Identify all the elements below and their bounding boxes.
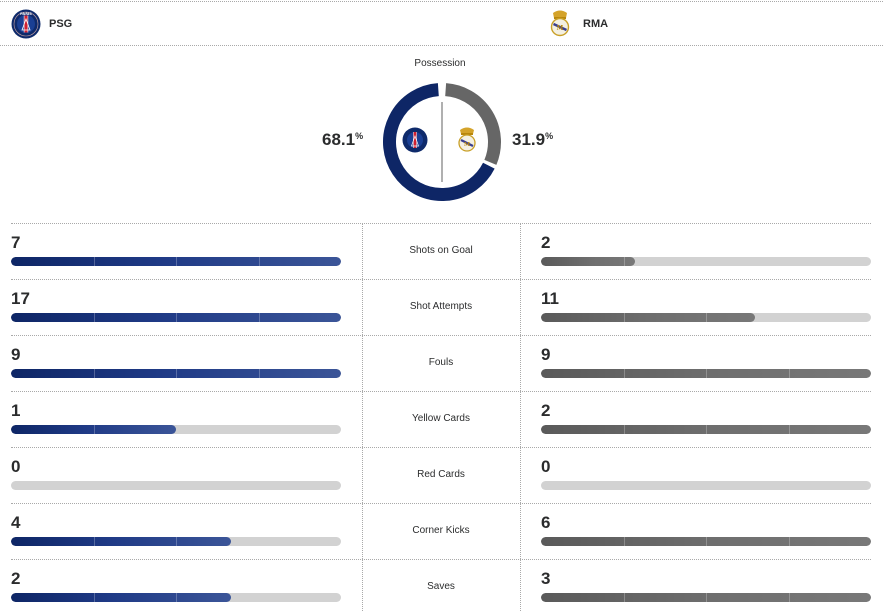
stat-row-divider (11, 223, 871, 224)
svg-text:M: M (464, 142, 470, 148)
home-stat-bar (11, 425, 341, 434)
away-stat-bar (541, 369, 871, 378)
stat-row-divider (11, 279, 871, 280)
top-divider (0, 1, 883, 2)
stat-row: 4 6 Corner Kicks (0, 503, 883, 559)
stat-label: Saves (427, 581, 455, 592)
stat-row-divider (11, 503, 871, 504)
away-stat-bar-fill (541, 369, 871, 378)
away-team-name: RMA (583, 18, 609, 30)
stat-row: 9 9 Fouls (0, 335, 883, 391)
home-stat-value: 2 (11, 569, 21, 588)
away-stat-bar (541, 481, 871, 490)
away-stat-bar-fill (541, 537, 871, 546)
away-stat-value: 11 (541, 289, 559, 308)
stat-row: 2 3 Saves (0, 559, 883, 611)
away-stat-value: 6 (541, 513, 551, 532)
away-stat-bar (541, 425, 871, 434)
away-team-header: M RMA (545, 9, 608, 39)
possession-title: Possession (414, 58, 466, 69)
svg-text:M: M (557, 25, 564, 32)
stat-label: Red Cards (417, 469, 465, 480)
stat-label: Shots on Goal (409, 245, 473, 256)
stat-label: Corner Kicks (412, 525, 470, 536)
stat-label: Yellow Cards (412, 413, 470, 424)
possession-donut-chart: M (383, 83, 501, 201)
home-stat-bar-fill (11, 425, 176, 434)
psg-crest-icon: PARIS (11, 9, 41, 39)
home-stat-bar-fill (11, 257, 341, 266)
home-team-name: PSG (49, 18, 73, 30)
real-madrid-crest-icon: M (550, 10, 570, 37)
away-stat-bar (541, 537, 871, 546)
home-stat-bar (11, 537, 341, 546)
home-possession-arc (383, 83, 495, 201)
stat-row: 7 2 Shots on Goal (0, 223, 883, 279)
away-stat-bar (541, 593, 871, 602)
home-stat-bar (11, 593, 341, 602)
stat-row: 0 0 Red Cards (0, 447, 883, 503)
stat-row-divider (11, 447, 871, 448)
home-stat-bar (11, 257, 341, 266)
stat-row-divider (11, 391, 871, 392)
away-stat-value: 2 (541, 233, 551, 252)
away-stat-bar (541, 257, 871, 266)
stats-divider-right (520, 223, 521, 611)
away-stat-bar-fill (541, 313, 755, 322)
stat-row-divider (11, 335, 871, 336)
away-stat-bar-fill (541, 593, 871, 602)
psg-crest-small-icon (402, 127, 428, 153)
away-stat-value: 9 (541, 345, 551, 364)
away-stat-value: 3 (541, 569, 551, 588)
home-stat-value: 4 (11, 513, 21, 532)
home-stat-bar (11, 369, 341, 378)
home-stat-value: 1 (11, 401, 21, 420)
away-stat-bar-fill (541, 425, 871, 434)
home-stat-value: 7 (11, 233, 21, 252)
home-stat-value: 0 (11, 457, 21, 476)
home-stat-bar-fill (11, 313, 341, 322)
stat-label: Shot Attempts (409, 301, 473, 312)
stat-row: 1 2 Yellow Cards (0, 391, 883, 447)
away-stat-value: 0 (541, 457, 551, 476)
stat-label: Fouls (428, 357, 454, 368)
home-stat-bar-fill (11, 369, 341, 378)
home-stat-bar (11, 313, 341, 322)
away-possession-arc (444, 83, 501, 165)
home-stat-bar-fill (11, 593, 232, 602)
stats-divider-left (362, 223, 363, 611)
svg-text:PARIS: PARIS (20, 12, 32, 16)
header-divider (0, 45, 883, 46)
home-stat-bar-fill (11, 537, 232, 546)
away-possession-value: 31.9% (512, 130, 554, 149)
home-possession-value: 68.1% (322, 130, 364, 149)
stat-row: 17 11 Shot Attempts (0, 279, 883, 335)
away-stat-bar-fill (541, 257, 636, 266)
home-stat-value: 17 (11, 289, 30, 308)
away-stat-bar (541, 313, 871, 322)
away-stat-value: 2 (541, 401, 551, 420)
stat-row-divider (11, 559, 871, 560)
home-team-header: PARIS PSG (11, 9, 72, 39)
home-stat-value: 9 (11, 345, 21, 364)
home-stat-bar (11, 481, 341, 490)
real-madrid-crest-small-icon: M (458, 127, 476, 152)
